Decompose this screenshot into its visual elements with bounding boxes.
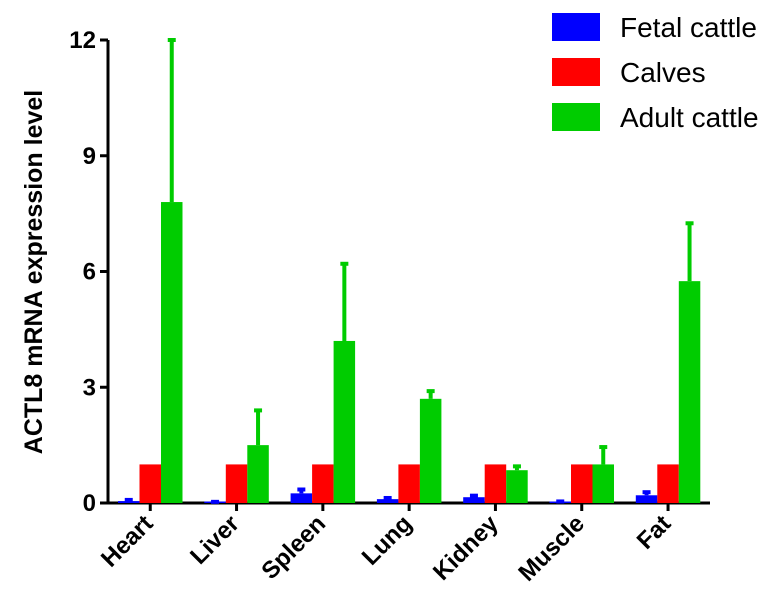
x-tick-label: Liver	[185, 510, 245, 570]
bar-adult-cattle-liver	[247, 445, 269, 503]
bar-calves-muscle	[571, 464, 593, 503]
legend-label: Fetal cattle	[620, 12, 757, 43]
x-tick-label: Kidney	[428, 510, 504, 586]
y-tick-label: 0	[83, 490, 96, 517]
x-tick-label: Muscle	[513, 510, 590, 587]
y-tick-label: 12	[69, 27, 96, 54]
bar-adult-cattle-kidney	[506, 470, 528, 503]
legend-swatch	[552, 58, 600, 86]
legend-swatch	[552, 13, 600, 41]
legend-swatch	[552, 103, 600, 131]
bar-fetal-cattle-kidney	[463, 497, 485, 503]
y-axis-label: ACTL8 mRNA expression level	[20, 90, 48, 454]
legend-label: Adult cattle	[620, 102, 759, 133]
bar-adult-cattle-fat	[678, 281, 701, 503]
bar-fetal-cattle-spleen	[290, 493, 313, 503]
x-tick-label: Heart	[96, 510, 158, 572]
bar-calves-liver	[225, 464, 248, 503]
y-axis: 0 3 6 9 12	[69, 27, 110, 517]
bar-adult-cattle-lung	[419, 398, 442, 503]
legend: Fetal cattle Calves Adult cattle	[552, 12, 759, 133]
x-tick-label: Lung	[357, 510, 418, 571]
bar-adult-cattle-heart	[161, 202, 183, 504]
bar-calves-fat	[657, 464, 679, 503]
bar-fetal-cattle-fat	[635, 495, 658, 503]
bar-adult-cattle-muscle	[592, 464, 614, 503]
bar-calves-lung	[398, 464, 420, 503]
bar-fetal-cattle-heart	[118, 501, 140, 503]
y-tick-label: 6	[83, 259, 96, 286]
x-tick-label: Spleen	[256, 510, 331, 585]
bar-calves-kidney	[484, 464, 507, 503]
x-tick-label: Fat	[632, 510, 677, 555]
legend-label: Calves	[620, 57, 706, 88]
bar-calves-heart	[139, 464, 161, 503]
bar-fetal-cattle-lung	[376, 499, 399, 503]
bars	[118, 38, 701, 504]
bar-adult-cattle-spleen	[333, 340, 356, 503]
y-tick-label: 9	[83, 143, 96, 170]
x-axis: Heart Liver Spleen Lung Kidney Muscle Fat	[96, 501, 710, 587]
bar-calves-spleen	[312, 464, 334, 503]
y-tick-label: 3	[83, 374, 96, 401]
